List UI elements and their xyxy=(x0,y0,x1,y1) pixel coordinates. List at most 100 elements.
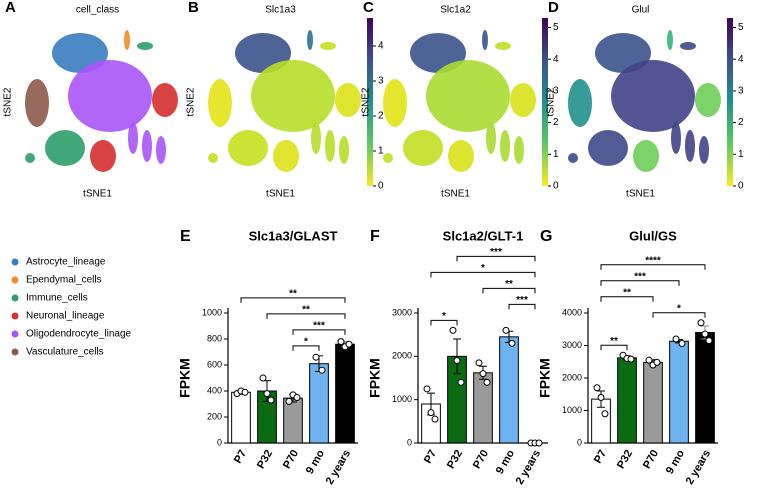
legend-label: Astrocyte_lineage xyxy=(26,257,106,268)
legend-label: Vasculature_cells xyxy=(26,347,104,358)
cell-cluster xyxy=(25,79,49,127)
cell-cluster xyxy=(251,60,335,132)
data-point xyxy=(701,330,709,338)
data-point xyxy=(431,415,439,423)
y-axis-label: tSNE2 xyxy=(546,87,557,116)
colorbar-tick-label: 1 xyxy=(738,149,744,160)
legend-marker xyxy=(11,312,19,320)
colorbar-tick-label: 0 xyxy=(378,181,384,192)
x-tick-label: 9 mo xyxy=(304,448,327,476)
legend-marker xyxy=(11,294,19,302)
significance-label: ** xyxy=(623,287,631,298)
data-point xyxy=(427,409,435,417)
cell-cluster xyxy=(142,130,152,162)
cell-cluster xyxy=(383,153,393,163)
bar xyxy=(231,391,251,444)
y-tick-label: 2000 xyxy=(392,351,412,361)
data-point xyxy=(508,339,516,347)
x-tick-label: P7 xyxy=(592,448,609,466)
x-tick-label: 2 years xyxy=(684,448,713,487)
significance-label: ** xyxy=(302,305,310,316)
x-tick-label: P70 xyxy=(471,448,491,471)
legend-marker xyxy=(11,258,19,266)
significance-label: ** xyxy=(610,336,618,347)
panel-letter: A xyxy=(5,0,16,16)
data-point xyxy=(705,337,713,345)
y-axis-label: tSNE2 xyxy=(3,87,14,116)
cell-cluster xyxy=(137,42,153,50)
y-tick-label: 2000 xyxy=(562,372,582,382)
x-tick-label: P7 xyxy=(422,448,439,466)
significance-label: *** xyxy=(313,321,325,332)
cell-cluster xyxy=(633,140,659,172)
data-point xyxy=(672,335,680,343)
y-axis-label: FPKM xyxy=(537,358,553,398)
panel-letter: B xyxy=(188,0,199,16)
cell-cluster xyxy=(45,130,85,166)
significance-bracket xyxy=(266,313,346,319)
legend-marker xyxy=(11,276,19,284)
cell-cluster xyxy=(152,83,178,117)
data-point xyxy=(645,356,653,364)
cell-cluster xyxy=(325,130,335,162)
significance-label: * xyxy=(304,337,308,348)
significance-label: ** xyxy=(289,289,297,300)
y-tick-label: 200 xyxy=(207,411,222,421)
panel-letter: D xyxy=(548,0,559,16)
colorbar xyxy=(542,18,548,186)
colorbar-tick-label: 5 xyxy=(553,22,559,33)
data-point xyxy=(597,394,605,401)
significance-bracket xyxy=(600,344,628,351)
error-bar xyxy=(453,338,461,375)
data-point xyxy=(479,370,487,378)
y-tick-label: 3000 xyxy=(392,307,412,317)
significance-bracket xyxy=(292,329,346,335)
cell-cluster xyxy=(25,153,35,163)
panel-letter: G xyxy=(540,228,552,245)
cell-cluster xyxy=(426,60,510,132)
cell-cluster xyxy=(68,60,152,132)
cell-cluster xyxy=(208,153,218,163)
cell-cluster xyxy=(208,79,232,127)
colorbar-tick-label: 2 xyxy=(378,111,384,122)
panel-letter: E xyxy=(180,228,191,245)
data-point xyxy=(312,353,320,361)
x-tick-label: P7 xyxy=(232,448,249,466)
cell-cluster xyxy=(667,30,673,50)
bar xyxy=(499,336,519,444)
significance-bracket xyxy=(430,319,458,326)
bar xyxy=(669,340,689,444)
panel-title: Slc1a3 xyxy=(265,5,296,16)
cell-cluster xyxy=(500,130,510,162)
cell-cluster xyxy=(510,83,536,117)
data-point xyxy=(453,357,461,365)
y-axis-label: FPKM xyxy=(177,358,193,398)
colorbar-tick-label: 4 xyxy=(738,54,744,65)
panel-title: Glul xyxy=(632,5,650,16)
colorbar-tick-label: 3 xyxy=(553,86,559,97)
chart-title: Slc1a3/GLAST xyxy=(249,228,338,243)
data-point xyxy=(263,390,271,398)
data-point xyxy=(483,378,491,386)
y-tick-label: 0 xyxy=(407,437,412,447)
data-point xyxy=(697,319,705,327)
data-point xyxy=(653,358,661,366)
legend-label: Oligodendrocyte_linage xyxy=(26,329,132,340)
significance-bracket xyxy=(292,345,320,351)
significance-bracket xyxy=(430,271,536,278)
x-axis-label: tSNE1 xyxy=(266,189,295,200)
cell-cluster xyxy=(671,122,681,154)
significance-bracket xyxy=(240,297,346,303)
x-axis-label: tSNE1 xyxy=(441,189,470,200)
y-tick-label: 800 xyxy=(207,333,222,343)
significance-bracket xyxy=(600,280,680,286)
cell-cluster xyxy=(588,130,628,166)
data-point xyxy=(285,397,293,405)
cell-cluster xyxy=(403,130,443,166)
colorbar-tick-label: 3 xyxy=(738,86,744,97)
cell-cluster xyxy=(568,153,578,163)
colorbar-tick-label: 1 xyxy=(553,149,559,160)
colorbar-tick-label: 4 xyxy=(553,54,559,65)
x-tick-label: P32 xyxy=(615,448,635,471)
cell-cluster xyxy=(611,60,695,132)
